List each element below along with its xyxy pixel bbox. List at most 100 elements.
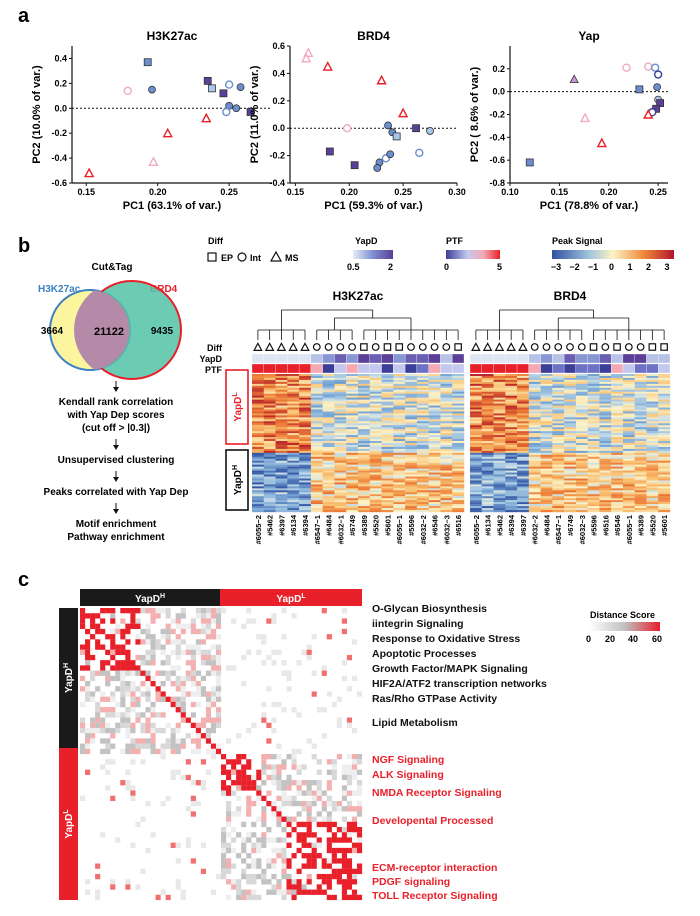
heatmap-cell — [564, 474, 577, 477]
distance-cell — [341, 884, 347, 890]
distance-cell — [326, 691, 332, 697]
heatmap-cell — [564, 506, 577, 509]
heatmap-cell — [381, 500, 394, 503]
heatmap-cell — [528, 387, 541, 390]
distance-cell — [150, 707, 156, 713]
distance-cell — [341, 816, 347, 822]
heatmap-cell — [440, 496, 453, 499]
heatmap-cell — [440, 494, 453, 497]
heatmap-cell — [299, 387, 312, 390]
heatmap-cell — [369, 448, 382, 452]
flow-step-text: with Yap Dep scores — [66, 410, 165, 421]
distance-legend-title: Distance Score — [590, 610, 655, 620]
heatmap-cell — [493, 421, 506, 424]
distance-cell — [246, 759, 252, 765]
distance-cell — [135, 686, 141, 692]
distance-cell — [195, 727, 201, 734]
heatmap-cell — [575, 488, 588, 491]
heatmap-cell — [322, 494, 335, 497]
distance-cell — [286, 816, 292, 822]
heatmap-cell — [552, 464, 565, 467]
heatmap-cell — [275, 383, 288, 387]
heatmap-cell — [381, 401, 394, 404]
heatmap-cell — [381, 423, 394, 426]
heatmap-cell — [263, 448, 276, 452]
distance-cell — [326, 884, 332, 890]
heatmap-cell — [393, 478, 406, 481]
heatmap-cell — [481, 433, 494, 436]
distance-cell — [140, 639, 146, 645]
heatmap-cell — [646, 387, 659, 390]
heatmap-cell — [552, 450, 565, 454]
heatmap-cell — [564, 466, 577, 469]
heatmap-cell — [299, 433, 312, 436]
heatmap-cell — [334, 379, 347, 383]
heatmap-cell — [452, 381, 465, 385]
heatmap-cell — [611, 496, 624, 499]
heatmap-cell — [599, 383, 612, 387]
distance-cell — [251, 821, 257, 828]
heatmap-cell — [275, 456, 288, 459]
heatmap-cell — [587, 498, 600, 501]
distance-cell — [135, 618, 141, 624]
heatmap-cell — [517, 441, 530, 444]
distance-cell — [251, 774, 257, 781]
heatmap-cell — [405, 458, 418, 461]
heatmap-cell — [358, 462, 370, 465]
heatmap-cell — [428, 454, 441, 457]
distance-cell — [261, 769, 267, 775]
header-bar-yapd-low — [220, 589, 362, 606]
heatmap-cell — [646, 417, 659, 420]
heatmap-cell — [599, 399, 612, 402]
distance-cell — [281, 863, 287, 869]
heatmap-cell — [310, 405, 323, 408]
heatmap-cell — [287, 425, 300, 428]
heatmap-cell — [263, 508, 276, 511]
heatmap-cell — [452, 405, 465, 408]
distance-cell — [336, 837, 342, 843]
heatmap-cell — [287, 405, 300, 408]
distance-cell — [170, 727, 176, 734]
heatmap-cell — [346, 476, 359, 479]
heatmap-cell — [322, 480, 335, 483]
heatmap-cell — [552, 466, 565, 469]
distance-cell — [311, 889, 317, 895]
heatmap-cell — [263, 439, 276, 442]
heatmap-cell — [646, 389, 659, 392]
heatmap-cell — [275, 480, 288, 483]
heatmap-cell — [287, 385, 300, 388]
heatmap-cell — [505, 417, 518, 420]
heatmap-cell — [634, 474, 647, 477]
heatmap-cell — [658, 441, 671, 444]
heatmap-cell — [440, 377, 453, 381]
heatmap-cell — [440, 490, 453, 493]
heatmap-cell — [252, 454, 264, 457]
heatmap-cell — [416, 421, 429, 424]
heatmap-cell — [263, 470, 276, 473]
heatmap-cell — [369, 474, 382, 477]
heatmap-cell — [481, 401, 494, 404]
distance-cell — [105, 759, 111, 765]
heatmap-cell — [517, 448, 530, 452]
peak-tick-label: 2 — [646, 262, 651, 272]
heatmap-cell — [263, 510, 276, 513]
heatmap-cell — [381, 387, 394, 390]
distance-cell — [160, 800, 166, 807]
heatmap-cell — [322, 472, 335, 475]
distance-cell — [165, 623, 171, 629]
distance-cell — [221, 764, 227, 770]
heatmap-cell — [599, 405, 612, 408]
heatmap-cell — [564, 476, 577, 479]
distance-cell — [286, 884, 292, 890]
distance-cell — [251, 847, 257, 854]
y-tick-label: 0.0 — [492, 87, 505, 97]
distance-cell — [215, 748, 222, 755]
heatmap-cell — [646, 450, 659, 454]
heatmap-cell — [540, 441, 553, 444]
heatmap-cell — [528, 502, 541, 505]
venn-left-count: 3664 — [41, 326, 64, 337]
heatmap-cell — [334, 439, 347, 442]
distance-cell — [125, 743, 131, 749]
heatmap-cell — [452, 385, 465, 388]
heatmap-cell — [416, 389, 429, 392]
